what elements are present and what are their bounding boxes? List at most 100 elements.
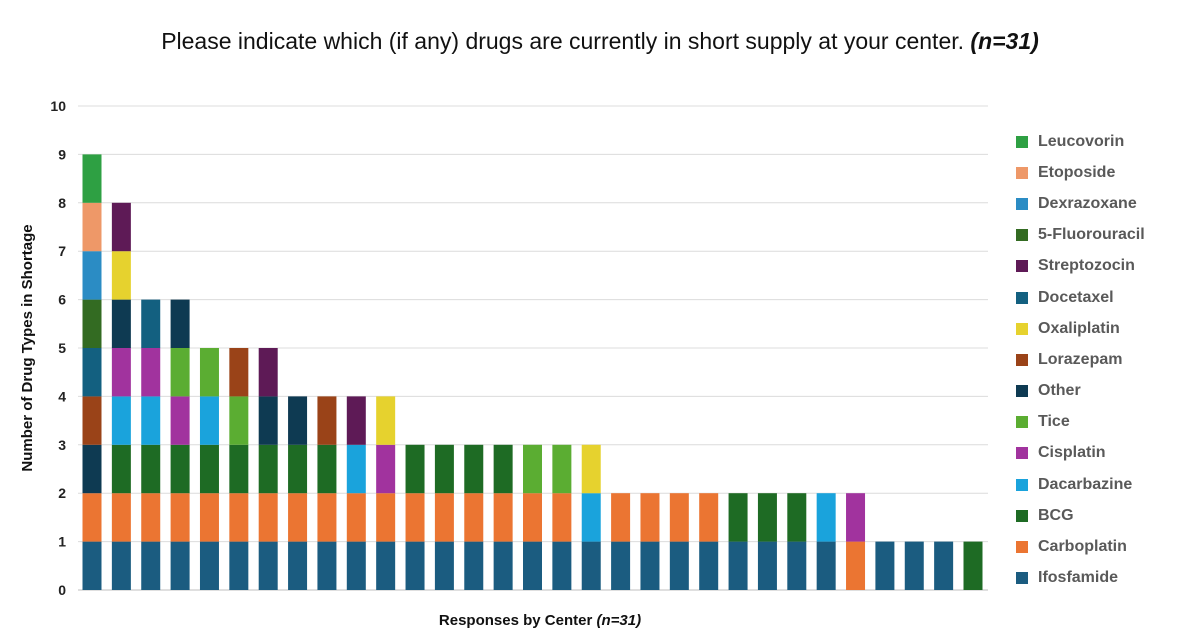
- bar-segment: Carboplatin: [699, 493, 719, 542]
- bar-segment: Ifosfamide: [787, 541, 807, 590]
- center-bar: IfosfamideCarboplatin: [699, 493, 719, 590]
- bar-segment: BCG: [258, 444, 278, 494]
- bar-segment: Carboplatin: [552, 493, 572, 542]
- bar-segment: Carboplatin: [640, 493, 660, 542]
- legend-swatch: [1016, 229, 1028, 242]
- legend-item: Carboplatin: [1016, 531, 1196, 562]
- bar-segment: BCG: [434, 444, 454, 494]
- bar-segment: Carboplatin: [111, 493, 131, 542]
- center-bar: IfosfamideCarboplatin: [611, 493, 631, 590]
- legend-label: 5-Fluorouracil: [1038, 226, 1145, 244]
- bar-segment: BCG: [787, 493, 807, 542]
- center-bar: IfosfamideCarboplatinBCG: [405, 444, 425, 590]
- chart-title-text: Please indicate which (if any) drugs are…: [161, 28, 965, 54]
- center-bar: IfosfamideCarboplatinBCG: [493, 444, 513, 590]
- bar-segment: Other: [258, 396, 278, 445]
- legend-label: Docetaxel: [1038, 288, 1114, 306]
- legend-item: Docetaxel: [1016, 282, 1196, 313]
- bar-segment: Ifosfamide: [581, 541, 601, 590]
- bar-segment: Other: [170, 299, 190, 348]
- bar-segment: Ifosfamide: [199, 541, 219, 590]
- legend-label: Cisplatin: [1038, 444, 1106, 462]
- center-bar: Ifosfamide: [904, 541, 924, 590]
- bar-segment: Ifosfamide: [904, 541, 924, 590]
- bar-segment: Ifosfamide: [346, 541, 366, 590]
- x-axis-label-n: (n=31): [596, 612, 642, 629]
- center-bar: IfosfamideCarboplatinBCGCisplatinTiceOth…: [170, 299, 190, 590]
- bar-segment: Oxaliplatin: [581, 444, 601, 494]
- bar-segment: Carboplatin: [376, 493, 396, 542]
- bar-segment: Ifosfamide: [523, 541, 542, 590]
- bar-segment: 5-Fluorouracil: [82, 299, 102, 348]
- legend-label: Other: [1038, 382, 1081, 400]
- y-tick-label: 0: [58, 582, 66, 598]
- center-bar: IfosfamideCarboplatinTice: [552, 444, 572, 590]
- legend-item: Leucovorin: [1016, 126, 1196, 157]
- bar-segment: Carboplatin: [346, 493, 366, 542]
- legend-item: Oxaliplatin: [1016, 313, 1196, 344]
- bar-segment: BCG: [288, 444, 308, 494]
- legend-item: Ifosfamide: [1016, 563, 1196, 594]
- bar-segment: Carboplatin: [493, 493, 513, 542]
- legend-swatch: [1016, 541, 1028, 554]
- bar-segment: Dexrazoxane: [82, 251, 102, 300]
- bar-segment: Carboplatin: [288, 493, 308, 542]
- bar-segment: BCG: [317, 444, 337, 494]
- bar-segment: Etoposide: [82, 202, 102, 252]
- bar-segment: Dacarbazine: [346, 444, 366, 494]
- bar-segment: Dacarbazine: [816, 493, 836, 542]
- legend-label: BCG: [1038, 506, 1074, 524]
- center-bar: IfosfamideCarboplatinBCGDacarbazineCispl…: [111, 202, 131, 590]
- legend-item: Streptozocin: [1016, 251, 1196, 282]
- legend-swatch: [1016, 572, 1028, 585]
- bar-segment: Carboplatin: [170, 493, 190, 542]
- center-bar: IfosfamideDacarbazine: [816, 493, 836, 590]
- bar-segment: Ifosfamide: [875, 541, 895, 590]
- x-axis-label-text: Responses by Center: [438, 612, 593, 629]
- bar-segment: Other: [111, 299, 131, 348]
- bar-segment: Ifosfamide: [934, 541, 954, 590]
- bar-segment: Docetaxel: [141, 299, 161, 348]
- bar-segment: BCG: [757, 493, 777, 542]
- bar-segment: Tice: [523, 444, 542, 494]
- bar-segment: Ifosfamide: [229, 541, 249, 590]
- bar-segment: BCG: [111, 444, 131, 494]
- bar-segment: Oxaliplatin: [376, 396, 396, 445]
- bar-segment: Ifosfamide: [258, 541, 278, 590]
- bar-segment: Dacarbazine: [581, 493, 601, 542]
- center-bar: IfosfamideCarboplatinBCGOther: [288, 396, 308, 590]
- center-bar: IfosfamideCarboplatinBCG: [434, 444, 454, 590]
- y-tick-label: 7: [58, 243, 66, 259]
- bar-segment: Lorazepam: [317, 396, 337, 445]
- bar-segment: Streptozocin: [111, 202, 131, 252]
- bar-segment: BCG: [229, 444, 249, 494]
- legend-label: Oxaliplatin: [1038, 319, 1120, 337]
- center-bar: IfosfamideBCG: [757, 493, 777, 590]
- bar-segment: Carboplatin: [846, 541, 866, 590]
- bar-segment: Ifosfamide: [405, 541, 425, 590]
- bar-segment: Ifosfamide: [757, 541, 777, 590]
- bar-segment: Tice: [552, 444, 572, 494]
- legend-item: Other: [1016, 376, 1196, 407]
- center-bar: IfosfamideCarboplatin: [640, 493, 660, 590]
- legend-item: Dacarbazine: [1016, 469, 1196, 500]
- bar-segment: Carboplatin: [405, 493, 425, 542]
- y-axis-label: Number of Drug Types in Shortage: [19, 224, 36, 471]
- bar-segment: Ifosfamide: [699, 541, 719, 590]
- bar-segment: Carboplatin: [669, 493, 689, 542]
- y-tick-label: 6: [58, 292, 66, 308]
- bar-segment: Cisplatin: [376, 444, 396, 494]
- chart-legend: Leucovorin Etoposide Dexrazoxane 5-Fluorour…: [1016, 126, 1196, 594]
- bar-segment: Ifosfamide: [376, 541, 396, 590]
- bar-segment: Ifosfamide: [640, 541, 660, 590]
- center-bar: IfosfamideCarboplatinBCGDacarbazineTice: [199, 348, 219, 590]
- bar-segment: Dacarbazine: [111, 396, 131, 445]
- legend-swatch: [1016, 322, 1028, 335]
- legend-item: BCG: [1016, 500, 1196, 531]
- legend-swatch: [1016, 478, 1028, 491]
- center-bar: IfosfamideCarboplatin: [669, 493, 689, 590]
- legend-item: 5-Fluorouracil: [1016, 220, 1196, 251]
- bar-segment: Cisplatin: [170, 396, 190, 445]
- bar-segment: Carboplatin: [199, 493, 219, 542]
